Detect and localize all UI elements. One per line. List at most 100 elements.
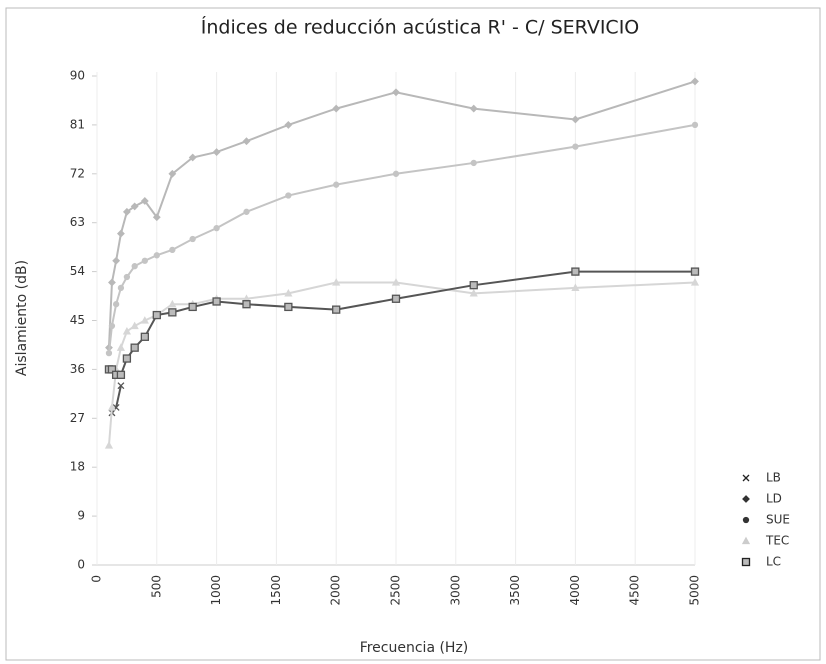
y-tick-label: 54 (70, 264, 85, 278)
marker (116, 343, 126, 351)
marker (470, 159, 477, 167)
marker (391, 278, 401, 286)
marker (117, 382, 125, 390)
x-tick-label: 0 (90, 575, 104, 583)
marker (391, 294, 401, 303)
marker (152, 213, 161, 222)
marker (212, 297, 221, 306)
marker (140, 316, 149, 324)
marker (691, 121, 699, 129)
marker (213, 224, 220, 232)
series-line (107, 281, 696, 446)
x-tick-label: 3000 (448, 575, 462, 606)
marker (469, 288, 478, 297)
marker (168, 299, 177, 308)
marker (123, 273, 131, 281)
marker (116, 370, 126, 379)
marker (469, 104, 478, 113)
marker (108, 322, 116, 330)
marker (212, 148, 221, 156)
legend-label: TEC (765, 534, 789, 548)
y-tick-label: 27 (70, 411, 85, 425)
marker (105, 349, 113, 357)
marker (130, 202, 139, 211)
marker (571, 115, 580, 124)
y-tick-label: 9 (77, 509, 85, 523)
marker (152, 310, 161, 320)
x-tick-label: 3500 (508, 575, 522, 606)
marker (469, 281, 478, 290)
marker (284, 120, 293, 129)
marker (690, 267, 700, 276)
x-tick-label: 4500 (628, 575, 642, 606)
marker (107, 403, 117, 411)
marker (117, 229, 125, 238)
marker (169, 246, 176, 254)
marker (392, 88, 400, 97)
marker (122, 354, 132, 363)
series-line (107, 123, 696, 354)
marker (122, 207, 131, 216)
marker (332, 305, 341, 314)
marker (112, 256, 121, 265)
marker (284, 302, 293, 312)
marker (332, 104, 341, 113)
marker (392, 170, 400, 177)
marker (117, 284, 125, 292)
marker (690, 278, 700, 286)
marker (141, 257, 148, 264)
x-tick-label: 500 (149, 575, 163, 598)
marker (243, 208, 250, 215)
marker (741, 536, 751, 545)
marker (742, 495, 750, 503)
x-tick-label: 5000 (688, 575, 702, 606)
y-tick-label: 36 (70, 362, 85, 376)
marker (140, 197, 149, 205)
legend-label: SUE (766, 513, 790, 527)
marker (242, 300, 251, 309)
legend-label: LD (766, 492, 782, 506)
marker (571, 283, 580, 292)
y-tick-label: 0 (77, 558, 85, 572)
marker (189, 235, 196, 243)
y-tick-label: 18 (70, 460, 85, 474)
marker (572, 143, 579, 150)
marker (140, 332, 149, 341)
y-tick-label: 45 (70, 313, 85, 327)
marker (130, 321, 139, 330)
marker (742, 474, 750, 482)
legend-label: LB (766, 471, 781, 485)
y-tick-label: 90 (70, 69, 85, 83)
series-line (107, 80, 696, 348)
marker (285, 192, 292, 199)
marker (188, 302, 197, 312)
marker (108, 278, 116, 287)
x-tick-label: 1000 (209, 575, 223, 606)
marker (284, 288, 293, 297)
marker (742, 516, 750, 524)
legend-label: LC (766, 555, 781, 569)
marker (332, 278, 341, 286)
marker (741, 557, 751, 567)
chart-title: Índices de reducción acústica R' - C/ SE… (201, 16, 640, 39)
marker (571, 267, 580, 276)
x-tick-label: 4000 (568, 575, 582, 606)
chart-border (5, 7, 821, 661)
x-tick-label: 1500 (269, 575, 283, 606)
marker (188, 153, 197, 162)
marker (242, 137, 251, 146)
marker (130, 343, 139, 352)
x-tick-label: 2500 (389, 575, 403, 606)
marker (131, 263, 138, 270)
marker (153, 252, 160, 259)
marker (122, 327, 131, 335)
marker (691, 77, 699, 86)
marker (168, 308, 177, 317)
y-axis-label: Aislamiento (dB) (14, 260, 30, 376)
y-tick-label: 72 (70, 166, 85, 180)
x-axis-label: Frecuencia (Hz) (360, 640, 469, 656)
x-tick-label: 2000 (329, 575, 343, 606)
marker (168, 169, 177, 178)
marker (333, 181, 340, 188)
